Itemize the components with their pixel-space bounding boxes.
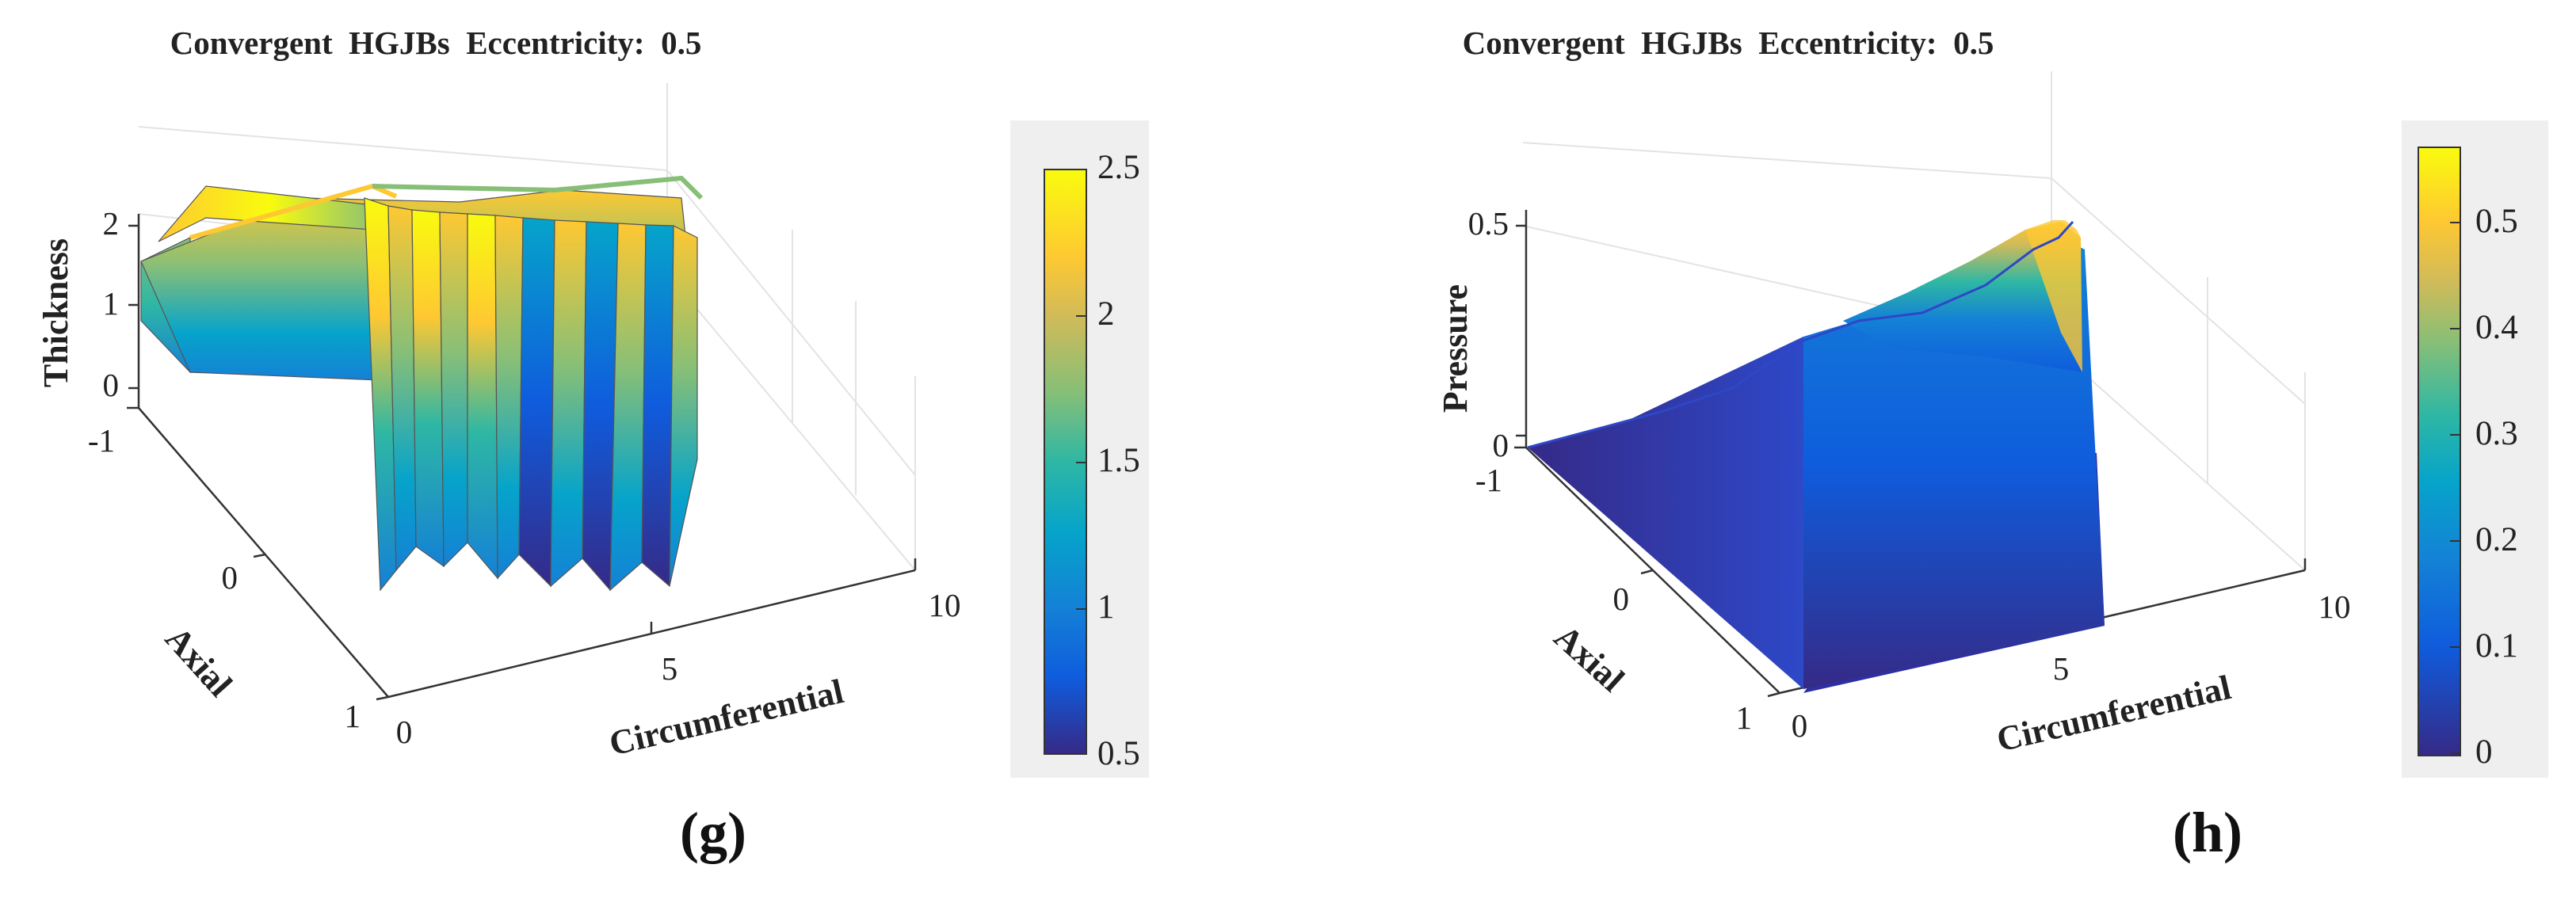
tick-marks — [127, 224, 917, 701]
z-axis-label: Thickness — [36, 238, 75, 387]
thickness-surface-plot: 0 1 2 -1 0 1 0 5 10 Thickness Axial Circ… — [36, 83, 961, 764]
y-tick-2: 1 — [345, 698, 361, 734]
colorbar — [2418, 147, 2461, 756]
colorbar-tick: 0.5 — [1097, 735, 1140, 772]
y-axis-label: Axial — [158, 619, 239, 704]
ridge-11 — [641, 224, 674, 588]
y-tick-0: -1 — [88, 422, 115, 459]
figure-caption: (g) — [680, 801, 746, 864]
x-axis-label: Circumferential — [1993, 668, 2234, 760]
colorbar-tick: 0.2 — [2475, 521, 2518, 558]
ridge-12 — [669, 225, 698, 587]
cb-mark — [1076, 608, 1087, 610]
colorbar-tick: 1.5 — [1097, 442, 1140, 479]
pressure-surface — [1527, 220, 2105, 693]
cb-mark — [1076, 315, 1087, 317]
cb-mark — [2450, 328, 2461, 329]
z-tick-1: 1 — [103, 285, 120, 322]
cb-mark — [1076, 169, 1087, 170]
cb-mark — [2450, 752, 2461, 754]
x-tick-1: 5 — [662, 650, 678, 687]
colorbar-tick: 0 — [2475, 733, 2493, 771]
x-tick-2: 10 — [929, 587, 961, 623]
tick-marks — [1514, 224, 2307, 698]
chart-title: Convergent HGJBs Eccentricity: 0.5 — [1462, 25, 1994, 61]
cb-mark — [1076, 753, 1087, 755]
figure-caption: (h) — [2173, 801, 2242, 864]
z-axis-label: Pressure — [1436, 284, 1475, 413]
x-tick-0: 0 — [1792, 707, 1808, 744]
colorbar-tick: 2 — [1097, 295, 1115, 333]
x-axis-label: Circumferential — [605, 672, 847, 764]
y-tick-1: 0 — [1613, 581, 1630, 617]
panel-h: Convergent HGJBs Eccentricity: 0.5 — [1288, 0, 2576, 914]
thickness-surface — [140, 175, 704, 592]
y-tick-2: 1 — [1736, 699, 1753, 736]
colorbar-tick: 2.5 — [1097, 149, 1140, 186]
panel-g: Convergent HGJBs Eccentricity: 0.5 — [36, 25, 1149, 864]
surface-peak — [1843, 222, 2082, 372]
ridge-7 — [518, 217, 555, 588]
x-tick-2: 10 — [2318, 588, 2351, 625]
colorbar-tick: 1 — [1097, 588, 1115, 626]
ridge-4 — [439, 211, 468, 568]
ridge-8 — [550, 219, 587, 588]
z-tick-2: 2 — [103, 205, 120, 242]
chart-title: Convergent HGJBs Eccentricity: 0.5 — [170, 25, 702, 61]
ridge-3 — [411, 209, 445, 568]
x-tick-0: 0 — [396, 714, 413, 750]
colorbar-tick: 0.1 — [2475, 627, 2518, 665]
y-tick-0: -1 — [1475, 462, 1502, 498]
x-tick-1: 5 — [2053, 650, 2070, 687]
y-axis-label: Axial — [1547, 617, 1631, 699]
ridge-5 — [467, 213, 498, 580]
pressure-surface-plot: 0 0.5 -1 0 1 0 5 10 Pressure Axial Circu… — [1436, 71, 2351, 760]
cb-mark — [2450, 646, 2461, 648]
cb-mark — [2450, 222, 2461, 223]
cb-mark — [1076, 462, 1087, 463]
cb-mark — [2450, 540, 2461, 542]
z-tick-0: 0 — [103, 367, 120, 403]
colorbar-tick: 0.4 — [2475, 309, 2518, 346]
z-tick-1: 0.5 — [1468, 205, 1509, 242]
cb-mark — [2450, 434, 2461, 436]
y-tick-1: 0 — [222, 559, 239, 596]
surface-crest — [2025, 220, 2082, 372]
colorbar-tick: 0.3 — [2475, 415, 2518, 452]
colorbar-tick: 0.5 — [2475, 203, 2518, 240]
z-tick-0: 0 — [1493, 427, 1509, 463]
ridge-6 — [494, 215, 524, 580]
